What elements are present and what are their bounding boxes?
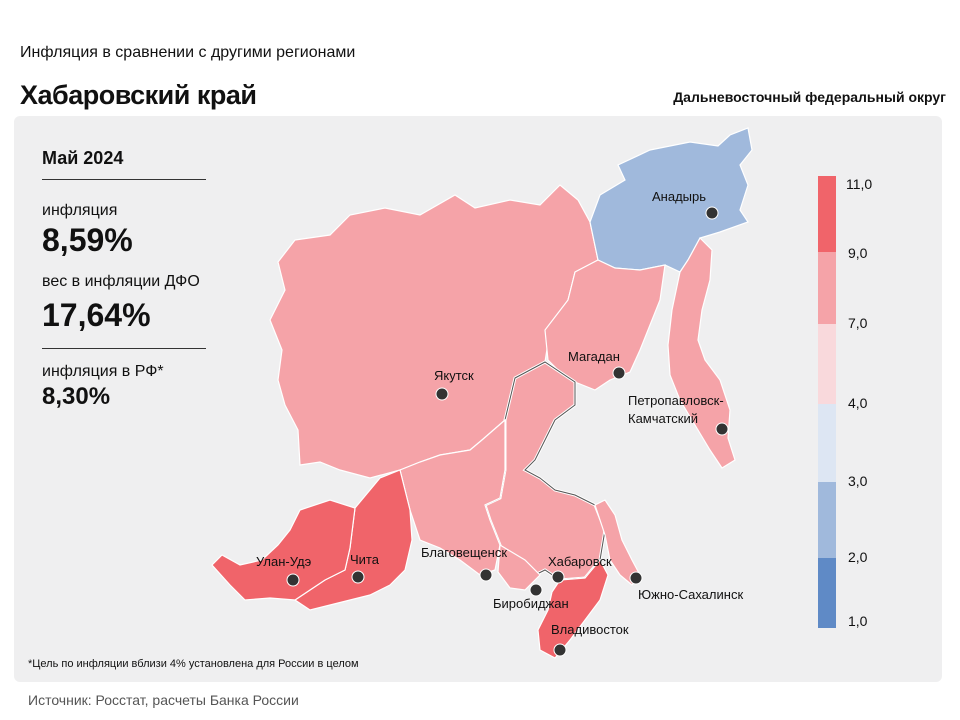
divider-top <box>42 179 206 180</box>
city-dot-birobidzhan <box>529 583 543 597</box>
region-magadan[interactable] <box>544 259 666 391</box>
city-label-blagoveshchensk: Благовещенск <box>421 545 507 560</box>
city-label-khabarovsk: Хабаровск <box>548 554 612 569</box>
city-dot-petropavlovsk <box>715 422 729 436</box>
city-dot-yakutsk <box>435 387 449 401</box>
legend-tick-11: 11,0 <box>846 176 872 192</box>
legend-swatch-6 <box>818 558 836 628</box>
legend-tick-1: 1,0 <box>848 613 868 629</box>
inflation-value: 8,59% <box>42 222 133 258</box>
legend-swatch-5 <box>818 482 836 558</box>
city-dot-yuzhno-sakhalinsk <box>629 571 643 585</box>
city-dot-vladivostok <box>553 643 567 657</box>
city-label-anadyr: Анадырь <box>652 189 706 204</box>
divider-bottom <box>42 348 206 349</box>
source-note: Источник: Росстат, расчеты Банка России <box>28 692 299 708</box>
legend-tick-4: 4,0 <box>848 395 868 411</box>
region-jewish-ao[interactable] <box>497 543 541 591</box>
city-dot-khabarovsk <box>551 570 565 584</box>
color-legend: 11,0 9,0 7,0 4,0 3,0 2,0 1,0 <box>818 176 872 629</box>
legend-tick-7: 7,0 <box>848 315 868 331</box>
city-label-petropavlovsk-2: Камчатский <box>628 411 698 426</box>
city-label-magadan: Магадан <box>568 349 620 364</box>
weight-label: вес в инфляции ДФО <box>42 273 200 290</box>
rf-inflation-value: 8,30% <box>42 383 111 410</box>
city-label-vladivostok: Владивосток <box>551 622 629 637</box>
city-markers: Анадырь Якутск Магадан Петропавловск- Ка… <box>256 189 743 657</box>
info-panel: Май 2024 инфляция 8,59% вес в инфляции Д… <box>42 148 212 411</box>
region-buryatia[interactable] <box>211 499 356 601</box>
region-kamchatka[interactable] <box>667 237 736 469</box>
city-label-yakutsk: Якутск <box>434 368 474 383</box>
weight-value: 17,64% <box>42 297 151 333</box>
city-label-petropavlovsk-1: Петропавловск- <box>628 393 724 408</box>
district-label: Дальневосточный федеральный округ <box>673 89 946 105</box>
page-title: Хабаровский край <box>20 80 257 110</box>
subtitle: Инфляция в сравнении с другими регионами <box>20 44 356 61</box>
city-label-ulan-ude: Улан-Удэ <box>256 554 312 569</box>
legend-swatch-2 <box>818 252 836 324</box>
city-label-birobidzhan: Биробиджан <box>493 596 569 611</box>
footnote: *Цель по инфляции вблизи 4% установлена … <box>28 658 359 670</box>
region-amur[interactable] <box>399 418 506 576</box>
city-dot-chita <box>351 570 365 584</box>
city-dot-anadyr <box>705 206 719 220</box>
inflation-label: инфляция <box>42 202 118 219</box>
region-primorye[interactable] <box>537 558 609 659</box>
city-dot-magadan <box>612 366 626 380</box>
legend-swatch-1 <box>818 176 836 252</box>
city-label-yuzhno-sakhalinsk: Южно-Сахалинск <box>638 587 743 602</box>
legend-tick-9: 9,0 <box>848 245 868 261</box>
legend-tick-2: 2,0 <box>848 549 868 565</box>
period-label: Май 2024 <box>42 148 124 168</box>
legend-swatch-4 <box>818 404 836 482</box>
legend-tick-3: 3,0 <box>848 473 868 489</box>
legend-swatch-3 <box>818 324 836 404</box>
rf-inflation-label: инфляция в РФ* <box>42 363 164 380</box>
city-label-chita: Чита <box>350 552 380 567</box>
city-dot-blagoveshchensk <box>479 568 493 582</box>
city-dot-ulan-ude <box>286 573 300 587</box>
